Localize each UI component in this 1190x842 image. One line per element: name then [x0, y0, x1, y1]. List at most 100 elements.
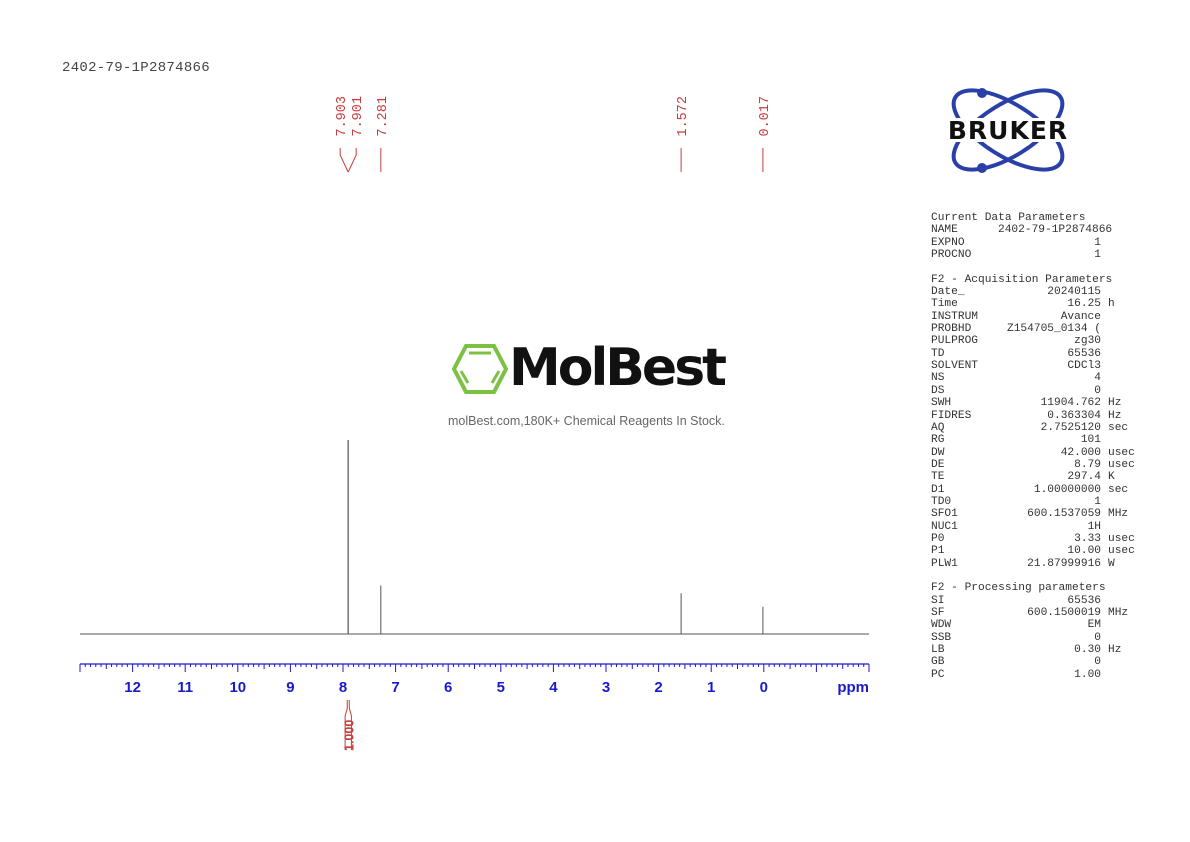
param-value: 16.25	[1067, 298, 1101, 311]
param-label: SFO1	[931, 508, 958, 521]
param-label: PC	[931, 668, 945, 681]
bruker-logo: BRUKER	[924, 88, 1092, 173]
integral-bracket-right	[348, 700, 352, 750]
param-row-si: SI 65536	[931, 595, 1141, 607]
param-row-solvent: SOLVENT CDCl3	[931, 360, 1141, 372]
x-axis-label: ppm	[837, 679, 869, 696]
param-unit: usec	[1108, 458, 1135, 471]
x-tick-label: 3	[602, 679, 610, 696]
param-value: 1.00	[1074, 668, 1101, 681]
param-row-pulprog: PULPROG zg30	[931, 335, 1141, 347]
param-value: 297.4	[1067, 471, 1101, 484]
peak-label-leader	[339, 148, 349, 173]
molbest-tagline: molBest.com,180K+ Chemical Reagents In S…	[448, 414, 725, 428]
param-row-swh: SWH 11904.762 Hz	[931, 397, 1141, 409]
param-unit: usec	[1108, 545, 1135, 558]
current-params-heading: Current Data Parameters	[931, 212, 1086, 224]
param-value: 0	[1094, 384, 1101, 397]
param-value: 20240115	[1047, 286, 1101, 299]
x-tick-label: 10	[229, 679, 246, 696]
param-value: 1	[1094, 495, 1101, 508]
param-unit: Hz	[1108, 397, 1122, 410]
x-axis: 12 11 10 9 8 7 6 5 4 3 2 1 0 ppm	[79, 663, 870, 696]
param-row-name: NAME 2402-79-1P2874866	[931, 224, 1141, 236]
param-row-ns: NS 4	[931, 372, 1141, 384]
param-value: 1H	[1087, 520, 1101, 533]
peak-label-layer: 7.903 7.901 7.281 1.572 0.017	[335, 96, 773, 173]
peak-label: 0.017	[758, 96, 773, 137]
param-label: PROBHD	[931, 323, 972, 336]
x-tick-label: 11	[177, 679, 193, 696]
param-row-expno: EXPNO 1	[931, 237, 1141, 249]
param-row-pc: PC 1.00	[931, 669, 1141, 681]
bruker-logo-text: BRUKER	[948, 116, 1068, 145]
param-row-td: TD 65536	[931, 348, 1141, 360]
param-unit: sec	[1108, 421, 1129, 434]
current-params-rows: NAME 2402-79-1P2874866 EXPNO 1 PROCNO 1	[931, 224, 1141, 261]
sample-title: 2402-79-1P2874866	[62, 60, 210, 76]
acquisition-params-heading: F2 - Acquisition Parameters	[931, 273, 1113, 286]
spectrum-layer	[80, 440, 869, 635]
param-label: NAME	[931, 224, 958, 237]
param-label: TE	[931, 471, 945, 484]
peak-label: 1.572	[676, 96, 691, 137]
param-row-rg: RG 101	[931, 434, 1141, 446]
param-value: 65536	[1067, 347, 1101, 360]
param-label: WDW	[931, 619, 952, 632]
param-row-lb: LB 0.30 Hz	[931, 644, 1141, 656]
param-label: PLW1	[931, 557, 958, 570]
param-row-ds: DS 0	[931, 385, 1141, 397]
param-value: 600.1500019	[1027, 607, 1101, 619]
param-value: 1	[1094, 249, 1101, 262]
param-label: NS	[931, 372, 945, 385]
param-row-td0: TD0 1	[931, 496, 1141, 508]
param-value: 2.7525120	[1040, 421, 1101, 434]
param-label: AQ	[931, 421, 945, 434]
processing-params-heading: F2 - Processing parameters	[931, 582, 1106, 595]
param-label: TD0	[931, 495, 952, 508]
param-label: GB	[931, 656, 945, 669]
param-label: SF	[931, 607, 945, 619]
param-label: EXPNO	[931, 236, 965, 249]
param-value: 11904.762	[1040, 397, 1101, 410]
integral-value: 1.000	[342, 720, 356, 751]
param-row-de: DE 8.79 usec	[931, 459, 1141, 471]
param-label: SI	[931, 594, 945, 607]
param-value: 0	[1094, 631, 1101, 644]
param-value: 101	[1080, 434, 1101, 447]
param-row-date: Date_ 20240115	[931, 286, 1141, 298]
param-row-dw: DW 42.000 usec	[931, 447, 1141, 459]
param-row-fidres: FIDRES 0.363304 Hz	[931, 410, 1141, 422]
param-label: TD	[931, 347, 945, 360]
molbest-hexagon-logo-icon	[452, 344, 508, 394]
param-row-instrum: INSTRUM Avance	[931, 311, 1141, 323]
param-unit: h	[1108, 298, 1115, 311]
param-row-plw1: PLW1 21.87999916 W	[931, 558, 1141, 570]
integral-layer: 1.000	[342, 700, 356, 751]
param-row-sfo1: SFO1 600.1537059 MHz	[931, 508, 1141, 520]
param-label: PROCNO	[931, 249, 972, 262]
param-value: 3.33	[1074, 532, 1101, 545]
x-tick-label: 7	[391, 679, 399, 696]
x-tick-label: 5	[497, 679, 505, 696]
param-value: 10.00	[1067, 545, 1101, 558]
peak-label: 7.901	[351, 96, 366, 137]
x-tick-label: 6	[444, 679, 452, 696]
param-row-te: TE 297.4 K	[931, 471, 1141, 483]
param-unit: usec	[1108, 446, 1135, 459]
param-value: 0.30	[1074, 644, 1101, 657]
param-label: Time	[931, 298, 958, 311]
param-unit: Hz	[1108, 644, 1122, 657]
param-row-p1: P1 10.00 usec	[931, 545, 1141, 557]
param-label: INSTRUM	[931, 310, 978, 323]
x-tick-label: 12	[124, 679, 141, 696]
param-value: EM	[1087, 619, 1101, 632]
param-label: P1	[931, 545, 945, 558]
param-row-probhd: PROBHD Z154705_0134 (	[931, 323, 1141, 335]
param-label: PULPROG	[931, 335, 978, 348]
param-row-d1: D1 1.00000000 sec	[931, 484, 1141, 496]
param-value: 42.000	[1060, 446, 1101, 459]
param-label: DE	[931, 458, 945, 471]
param-value: 600.1537059	[1027, 508, 1101, 521]
